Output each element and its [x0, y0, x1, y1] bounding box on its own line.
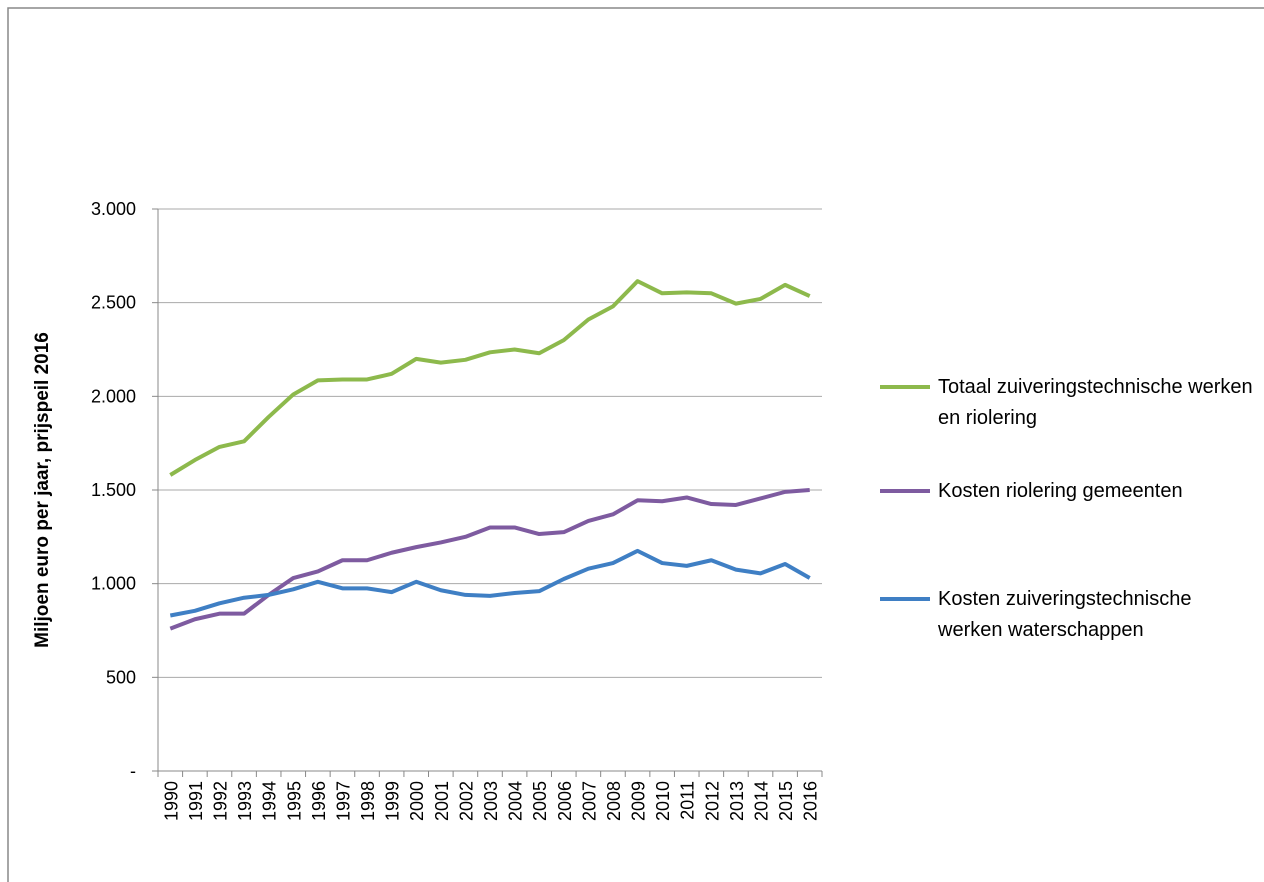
x-tick-label: 2007: [579, 781, 599, 821]
x-tick-label: 1993: [235, 781, 255, 821]
x-tick-label: 1995: [284, 781, 304, 821]
x-tick-label: 2006: [555, 781, 575, 821]
y-tick-label: 1.500: [91, 480, 136, 500]
x-tick-label: 2000: [407, 781, 427, 821]
frame: [7, 7, 1264, 882]
x-tick-label: 2012: [702, 781, 722, 821]
x-tick-label: 2002: [456, 781, 476, 821]
legend-label: Kosten riolering gemeenten: [938, 480, 1183, 502]
y-tick-label: -: [130, 761, 136, 781]
series-line: [169, 548, 811, 618]
y-axis-label: Miljoen euro per jaar, prijspeil 2016: [32, 332, 53, 648]
legend-label: Totaal zuiveringstechnische werken en ri…: [938, 376, 1253, 429]
y-tick-label: 2.500: [91, 293, 136, 313]
x-tick-label: 2014: [752, 781, 772, 821]
y-tick-label: 3.000: [91, 199, 136, 219]
x-tick-label: 2005: [530, 781, 550, 821]
x-tick-label: 2011: [678, 781, 698, 820]
x-tick-label: 2003: [481, 781, 501, 821]
x-tick-label: 2009: [629, 781, 649, 821]
x-tick-label: 2015: [776, 781, 796, 821]
x-tick-label: 1991: [186, 781, 206, 821]
x-tick-label: 2004: [506, 781, 526, 821]
x-tick-label: 2001: [432, 781, 452, 821]
x-tick-label: 1999: [383, 781, 403, 821]
y-tick-label: 1.000: [91, 574, 136, 594]
x-tick-label: 2008: [604, 781, 624, 821]
series-line: [169, 488, 810, 631]
x-tick-label: 1996: [309, 781, 329, 821]
x-tick-label: 1994: [260, 781, 280, 821]
x-tick-label: 1992: [210, 781, 230, 821]
x-tick-label: 2016: [801, 781, 821, 821]
y-tick-label: 2.000: [91, 386, 136, 406]
x-tick-label: 2013: [727, 781, 747, 821]
x-tick-label: 1997: [333, 781, 353, 821]
x-tick-label: 2010: [653, 781, 673, 821]
legend-label: Kosten zuiveringstechnische werken water…: [938, 588, 1192, 641]
series-line: [169, 279, 811, 477]
y-tick-label: 500: [106, 667, 136, 687]
x-tick-label: 1998: [358, 781, 378, 821]
x-tick-label: 1990: [161, 781, 181, 821]
